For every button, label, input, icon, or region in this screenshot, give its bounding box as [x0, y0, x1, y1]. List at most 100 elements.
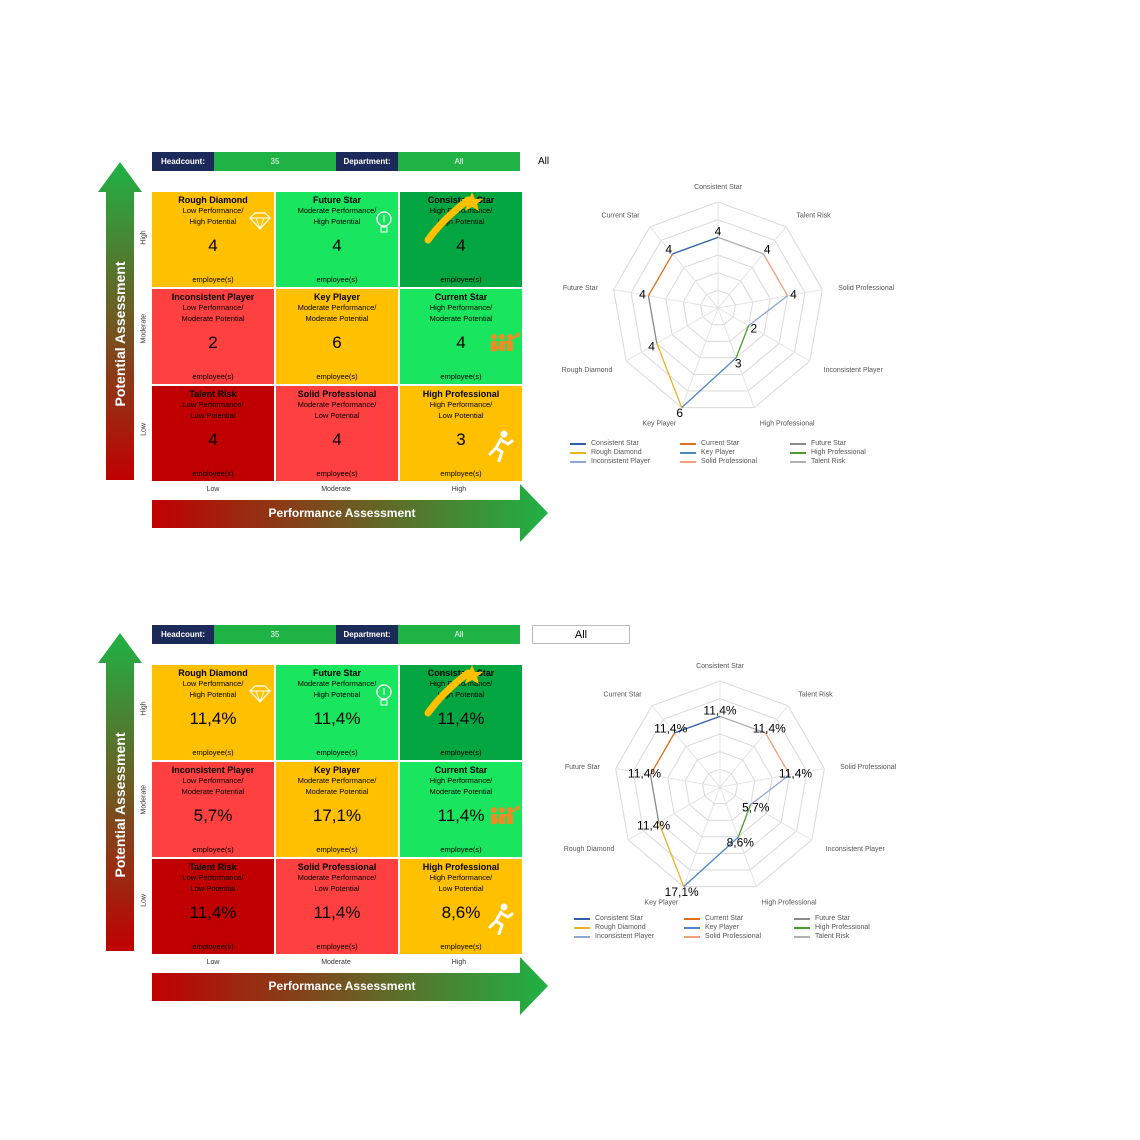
cell-unit: employee(s)	[316, 942, 358, 951]
cell-solid-professional[interactable]: Solid Professional Moderate Performance/…	[276, 386, 398, 481]
radar-axis-label: High Professional	[762, 900, 817, 907]
cell-high-professional[interactable]: High Professional High Performance/ Low …	[400, 859, 522, 954]
cell-key-player[interactable]: Key Player Moderate Performance/ Moderat…	[276, 289, 398, 384]
cell-performance: Low Performance/	[182, 776, 244, 785]
cell-future-star[interactable]: Future Star Moderate Performance/ High P…	[276, 192, 398, 287]
legend-label: Key Player	[701, 449, 735, 456]
radar-axis-label: Solid Professional	[840, 764, 896, 771]
legend-item: Rough Diamond	[574, 924, 684, 931]
cell-performance: High Performance/	[429, 303, 493, 312]
cell-title: Talent Risk	[189, 389, 237, 399]
row-label-high: High	[140, 230, 148, 245]
legend-label: Consistent Star	[591, 440, 639, 447]
radar-series-line	[658, 822, 685, 887]
cell-value: 11,4%	[437, 806, 485, 825]
legend-swatch	[680, 460, 696, 463]
matrix-panel-count: Headcount: 35 Department: All All Potent…	[0, 152, 1140, 622]
cell-key-player[interactable]: Key Player Moderate Performance/ Moderat…	[276, 762, 398, 857]
cell-performance: Moderate Performance/	[297, 206, 377, 215]
legend-swatch	[794, 917, 810, 920]
radar-series-line	[649, 774, 660, 823]
legend-swatch	[790, 451, 806, 454]
cell-potential: Low Potential	[438, 411, 484, 420]
cell-performance: High Performance/	[429, 873, 493, 882]
cell-inconsistent-player[interactable]: Inconsistent Player Low Performance/ Mod…	[152, 289, 274, 384]
department-filter[interactable]: All	[532, 625, 630, 644]
legend-swatch	[790, 460, 806, 463]
cell-potential: Moderate Potential	[305, 314, 369, 323]
legend-swatch	[684, 917, 700, 920]
lightbulb-icon	[376, 211, 392, 233]
cell-current-star[interactable]: Current Star High Performance/ Moderate …	[400, 762, 522, 857]
radar-value-label: 4	[665, 242, 672, 256]
legend-swatch	[570, 460, 586, 463]
cell-potential: Moderate Potential	[181, 787, 245, 796]
radar-value-label: 6	[676, 406, 683, 420]
radar-value-label: 2	[750, 322, 757, 336]
headcount-value: 35	[214, 625, 336, 644]
radar-spoke	[683, 786, 721, 887]
radar-value-label: 17,1%	[665, 885, 699, 899]
cell-current-star[interactable]: Current Star High Performance/ Moderate …	[400, 289, 522, 384]
radar-value-label: 4	[790, 288, 797, 302]
cell-value: 8,6%	[441, 903, 481, 922]
cell-talent-risk[interactable]: Talent Risk Low Performance/ Low Potenti…	[152, 386, 274, 481]
radar-series-line	[683, 836, 739, 888]
legend-item: Key Player	[684, 924, 794, 931]
radar-axis-label: Talent Risk	[798, 692, 833, 699]
cell-high-professional[interactable]: High Professional High Performance/ Low …	[400, 386, 522, 481]
row-label-low: Low	[140, 423, 148, 436]
radar-spoke	[717, 289, 823, 309]
legend-label: High Professional	[811, 449, 866, 456]
cell-value: 4	[332, 236, 342, 255]
cell-consistent-star[interactable]: Consistent Star High Performance/ High P…	[400, 665, 522, 760]
radar-axis-label: Current Star	[603, 692, 642, 699]
radar-series-line	[717, 236, 764, 255]
row-label-high: High	[140, 701, 148, 716]
runner-icon	[488, 430, 514, 462]
cell-title: Future Star	[312, 668, 361, 678]
radar-value-label: 11,4%	[628, 767, 661, 781]
cell-performance: High Performance/	[429, 400, 493, 409]
radar-grid-ring	[615, 680, 825, 888]
department-filter[interactable]: All	[538, 156, 550, 167]
cell-potential: High Potential	[189, 217, 237, 226]
radar-chart: Consistent Star Talent Risk Solid Professi…	[564, 663, 897, 907]
legend-item: Consistent Star	[570, 440, 680, 447]
cell-unit: employee(s)	[440, 275, 482, 284]
radar-legend: Consistent Star Current Star Future Star Ro…	[570, 440, 910, 465]
cell-future-star[interactable]: Future Star Moderate Performance/ High P…	[276, 665, 398, 760]
cell-unit: employee(s)	[192, 275, 234, 284]
cell-unit: employee(s)	[440, 942, 482, 951]
cell-talent-risk[interactable]: Talent Risk Low Performance/ Low Potenti…	[152, 859, 274, 954]
radar-grid-ring	[613, 201, 823, 409]
cell-solid-professional[interactable]: Solid Professional Moderate Performance/…	[276, 859, 398, 954]
talent-grid: Rough Diamond Low Performance/ High Pote…	[152, 665, 522, 955]
cell-rough-diamond[interactable]: Rough Diamond Low Performance/ High Pote…	[152, 192, 274, 287]
cell-potential: High Potential	[437, 690, 485, 699]
cell-potential: Low Potential	[314, 411, 360, 420]
cell-unit: employee(s)	[316, 748, 358, 757]
cell-unit: employee(s)	[440, 748, 482, 757]
legend-label: Solid Professional	[701, 458, 758, 465]
team-growth-icon	[491, 805, 520, 825]
radar-grid-ring	[667, 733, 773, 838]
legend-label: Inconsistent Player	[591, 458, 651, 465]
legend-swatch	[680, 451, 696, 454]
legend-item: Future Star	[794, 915, 904, 922]
radar-series-line	[750, 774, 790, 806]
cell-consistent-star[interactable]: Consistent Star High Performance/ High P…	[400, 192, 522, 287]
radar-grid-ring	[702, 768, 738, 805]
cell-performance: High Performance/	[429, 776, 493, 785]
cell-rough-diamond[interactable]: Rough Diamond Low Performance/ High Pote…	[152, 665, 274, 760]
legend-item: Talent Risk	[794, 933, 904, 940]
cell-unit: employee(s)	[440, 469, 482, 478]
radar-axis-label: Talent Risk	[796, 213, 831, 220]
cell-unit: employee(s)	[440, 845, 482, 854]
cell-inconsistent-player[interactable]: Inconsistent Player Low Performance/ Mod…	[152, 762, 274, 857]
department-label: Department:	[336, 152, 398, 171]
cell-potential: High Potential	[189, 690, 237, 699]
radar-spoke	[719, 705, 789, 788]
legend-item: Solid Professional	[684, 933, 794, 940]
department-value: All	[398, 152, 520, 171]
